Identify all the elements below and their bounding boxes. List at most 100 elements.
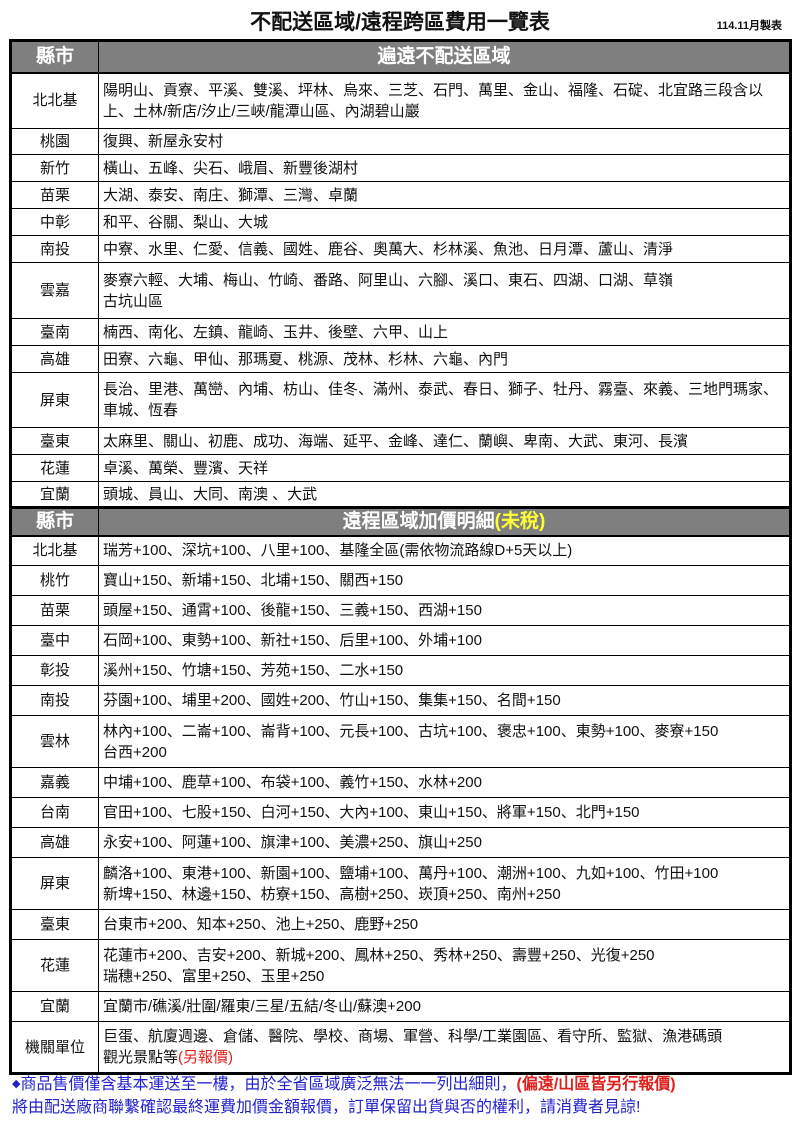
areas-text: 頭城、員山、大同、南澳 、大武 xyxy=(103,485,318,503)
areas-cell: 芬園+100、埔里+200、國姓+200、竹山+150、集集+150、名間+15… xyxy=(98,685,791,716)
areas-text: 中埔+100、鹿草+100、布袋+100、義竹+150、水林+200 xyxy=(103,774,482,791)
areas-cell: 太麻里、關山、初鹿、成功、海端、延平、金峰、達仁、蘭嶼、卑南、大武、東河、長濱 xyxy=(98,427,791,455)
city-cell: 彰投 xyxy=(10,655,99,686)
table-row: 屏東 長治、里港、萬巒、內埔、枋山、佳冬、滿州、泰武、春日、獅子、牡丹、霧臺、來義… xyxy=(10,372,791,428)
areas-cell: 頭屋+150、通霄+100、後龍+150、三義+150、西湖+150 xyxy=(98,595,791,626)
areas-cell: 林內+100、二崙+100、崙背+100、元長+100、古坑+100、褒忠+10… xyxy=(98,715,791,768)
areas-text: 頭屋+150、通霄+100、後龍+150、三義+150、西湖+150 xyxy=(103,602,482,619)
areas-text: 太麻里、關山、初鹿、成功、海端、延平、金峰、達仁、蘭嶼、卑南、大武、東河、長濱 xyxy=(103,432,689,450)
city-cell: 北北基 xyxy=(10,72,99,129)
areas-cell: 麥寮六輕、大埔、梅山、竹崎、番路、阿里山、六腳、溪口、東石、四湖、口湖、草嶺 古… xyxy=(98,262,791,319)
areas-cell: 永安+100、阿蓮+100、旗津+100、美濃+250、旗山+250 xyxy=(98,827,791,858)
table-row: 南投 芬園+100、埔里+200、國姓+200、竹山+150、集集+150、名間+… xyxy=(10,685,791,716)
areas-cell: 長治、里港、萬巒、內埔、枋山、佳冬、滿州、泰武、春日、獅子、牡丹、霧臺、來義、三… xyxy=(98,372,791,428)
city-cell: 花蓮 xyxy=(10,454,99,482)
areas-text: 林內+100、二崙+100、崙背+100、元長+100、古坑+100、褒忠+10… xyxy=(103,722,719,761)
areas-cell: 花蓮市+200、吉安+200、新城+200、鳳林+250、秀林+250、壽豐+2… xyxy=(98,939,791,992)
table-row: 中彰 和平、谷關、梨山、大城 xyxy=(10,208,791,236)
section-header: 遍遠不配送區域 xyxy=(98,40,791,74)
city-cell: 桃園 xyxy=(10,128,99,155)
areas-text: 永安+100、阿蓮+100、旗津+100、美濃+250、旗山+250 xyxy=(103,834,482,851)
page-title: 不配送區域/遠程跨區費用一覽表 xyxy=(250,11,550,34)
table-row: 臺南 楠西、南化、左鎮、龍崎、玉井、後壁、六甲、山上 xyxy=(10,318,791,346)
city-cell: 南投 xyxy=(10,685,99,716)
table-row: 新竹 橫山、五峰、尖石、峨眉、新豐後湖村 xyxy=(10,154,791,182)
table-row: 嘉義 中埔+100、鹿草+100、布袋+100、義竹+150、水林+200 xyxy=(10,767,791,798)
footer-line-1: ◆商品售價僅含基本運送至一樓，由於全省區域廣泛無法一一列出細則，(偏遠/山區皆另… xyxy=(12,1073,676,1096)
areas-cell: 橫山、五峰、尖石、峨眉、新豐後湖村 xyxy=(98,154,791,182)
city-cell: 屏東 xyxy=(10,372,99,428)
areas-cell: 陽明山、貢寮、平溪、雙溪、坪林、烏來、三芝、石門、萬里、金山、福隆、石碇、北宜路… xyxy=(98,72,791,129)
areas-cell: 麟洛+100、東港+100、新園+100、鹽埔+100、萬丹+100、潮洲+10… xyxy=(98,857,791,910)
areas-cell: 和平、谷關、梨山、大城 xyxy=(98,208,791,236)
areas-text: 陽明山、貢寮、平溪、雙溪、坪林、烏來、三芝、石門、萬里、金山、福隆、石碇、北宜路… xyxy=(103,81,764,120)
areas-text: 寶山+150、新埔+150、北埔+150、關西+150 xyxy=(103,572,404,589)
table-row: 臺東 太麻里、關山、初鹿、成功、海端、延平、金峰、達仁、蘭嶼、卑南、大武、東河、長… xyxy=(10,427,791,455)
areas-cell: 石岡+100、東勢+100、新社+150、后里+100、外埔+100 xyxy=(98,625,791,656)
quote-note: (另報價) xyxy=(178,1049,234,1066)
areas-cell: 瑞芳+100、深坑+100、八里+100、基隆全區(需依物流路線D+5天以上) xyxy=(98,535,791,566)
table-row: 雲林 林內+100、二崙+100、崙背+100、元長+100、古坑+100、褒忠+… xyxy=(10,715,791,768)
table-row: 北北基 陽明山、貢寮、平溪、雙溪、坪林、烏來、三芝、石門、萬里、金山、福隆、石碇、… xyxy=(10,72,791,129)
table-row: 宜蘭 頭城、員山、大同、南澳 、大武 xyxy=(10,481,791,508)
city-cell: 臺東 xyxy=(10,909,99,940)
areas-cell: 楠西、南化、左鎮、龍崎、玉井、後壁、六甲、山上 xyxy=(98,318,791,346)
areas-text: 楠西、南化、左鎮、龍崎、玉井、後壁、六甲、山上 xyxy=(103,323,449,341)
areas-text: 巨蛋、航廈週邊、倉儲、醫院、學校、商場、軍營、科學/工業園區、看守所、監獄、漁港… xyxy=(103,1028,723,1066)
city-cell: 中彰 xyxy=(10,208,99,236)
footer-highlight: (偏遠/山區皆另行報價) xyxy=(516,1076,676,1093)
table-row: 宜蘭 宜蘭市/礁溪/壯圍/羅東/三星/五結/冬山/蘇澳+200 xyxy=(10,991,791,1022)
section2-header-row: 縣市 遠程區域加價明細(未稅) xyxy=(10,506,791,537)
areas-text: 瑞芳+100、深坑+100、八里+100、基隆全區(需依物流路線D+5天以上) xyxy=(103,542,573,560)
areas-text: 溪州+150、竹塘+150、芳苑+150、二水+150 xyxy=(103,662,404,679)
areas-text: 中寮、水里、仁愛、信義、國姓、鹿谷、奧萬大、杉林溪、魚池、日月潭、蘆山、清淨 xyxy=(103,240,674,258)
footer-line-2: 將由配送廠商聯繫確認最終運費加價金額報價，訂單保留出貨與否的權利，請消費者見諒! xyxy=(12,1099,641,1116)
city-cell: 雲林 xyxy=(10,715,99,768)
city-cell: 新竹 xyxy=(10,154,99,182)
table-row: 花蓮 花蓮市+200、吉安+200、新城+200、鳳林+250、秀林+250、壽豐… xyxy=(10,939,791,992)
table-row: 屏東 麟洛+100、東港+100、新園+100、鹽埔+100、萬丹+100、潮洲+… xyxy=(10,857,791,910)
areas-text: 芬園+100、埔里+200、國姓+200、竹山+150、集集+150、名間+15… xyxy=(103,692,561,709)
areas-text: 卓溪、萬榮、豐濱、天祥 xyxy=(103,459,269,477)
table-row: 臺東 台東市+200、知本+250、池上+250、鹿野+250 xyxy=(10,909,791,940)
city-column-header: 縣市 xyxy=(10,40,99,74)
table-row: 台南 官田+100、七股+150、白河+150、大內+100、東山+150、將軍+… xyxy=(10,797,791,828)
city-cell: 宜蘭 xyxy=(10,481,99,508)
city-cell: 苗栗 xyxy=(10,595,99,626)
areas-text: 和平、谷關、梨山、大城 xyxy=(103,213,269,231)
table-row: 彰投 溪州+150、竹塘+150、芳苑+150、二水+150 xyxy=(10,655,791,686)
diamond-icon: ◆ xyxy=(12,1078,21,1090)
table-row: 桃竹 寶山+150、新埔+150、北埔+150、關西+150 xyxy=(10,565,791,596)
areas-cell: 田寮、六龜、甲仙、那瑪夏、桃源、茂林、杉林、六龜、內門 xyxy=(98,345,791,373)
table-row: 高雄 永安+100、阿蓮+100、旗津+100、美濃+250、旗山+250 xyxy=(10,827,791,858)
areas-text: 大湖、泰安、南庄、獅潭、三灣、卓蘭 xyxy=(103,186,359,204)
city-cell: 宜蘭 xyxy=(10,991,99,1022)
made-date: 114.11月製表 xyxy=(716,20,782,32)
table-row: 桃園 復興、新屋永安村 xyxy=(10,128,791,155)
table-row: 機關單位 巨蛋、航廈週邊、倉儲、醫院、學校、商場、軍營、科學/工業園區、看守所、監… xyxy=(10,1021,791,1074)
areas-text: 長治、里港、萬巒、內埔、枋山、佳冬、滿州、泰武、春日、獅子、牡丹、霧臺、來義、三… xyxy=(103,381,779,419)
areas-cell: 中寮、水里、仁愛、信義、國姓、鹿谷、奧萬大、杉林溪、魚池、日月潭、蘆山、清淨 xyxy=(98,235,791,263)
areas-cell: 官田+100、七股+150、白河+150、大內+100、東山+150、將軍+15… xyxy=(98,797,791,828)
city-cell: 臺南 xyxy=(10,318,99,346)
city-column-header: 縣市 xyxy=(10,506,99,537)
areas-text: 官田+100、七股+150、白河+150、大內+100、東山+150、將軍+15… xyxy=(103,804,640,821)
city-cell: 高雄 xyxy=(10,827,99,858)
city-cell: 台南 xyxy=(10,797,99,828)
areas-cell: 宜蘭市/礁溪/壯圍/羅東/三星/五結/冬山/蘇澳+200 xyxy=(98,991,791,1022)
delivery-table: 縣市 遍遠不配送區域北北基 陽明山、貢寮、平溪、雙溪、坪林、烏來、三芝、石門、萬里、… xyxy=(9,39,792,1075)
tax-note: (未稅) xyxy=(494,511,546,533)
table-row: 高雄 田寮、六龜、甲仙、那瑪夏、桃源、茂林、杉林、六龜、內門 xyxy=(10,345,791,373)
section-header-text: 遍遠不配送區域 xyxy=(377,46,511,68)
table-row: 苗栗 大湖、泰安、南庄、獅潭、三灣、卓蘭 xyxy=(10,181,791,209)
areas-text: 石岡+100、東勢+100、新社+150、后里+100、外埔+100 xyxy=(103,632,482,649)
city-cell: 苗栗 xyxy=(10,181,99,209)
areas-text: 橫山、五峰、尖石、峨眉、新豐後湖村 xyxy=(103,159,359,177)
areas-cell: 巨蛋、航廈週邊、倉儲、醫院、學校、商場、軍營、科學/工業園區、看守所、監獄、漁港… xyxy=(98,1021,791,1074)
city-cell: 機關單位 xyxy=(10,1021,99,1074)
city-cell: 臺中 xyxy=(10,625,99,656)
city-cell: 南投 xyxy=(10,235,99,263)
city-cell: 高雄 xyxy=(10,345,99,373)
areas-text: 復興、新屋永安村 xyxy=(103,133,224,150)
areas-text: 花蓮市+200、吉安+200、新城+200、鳳林+250、秀林+250、壽豐+2… xyxy=(103,946,655,985)
